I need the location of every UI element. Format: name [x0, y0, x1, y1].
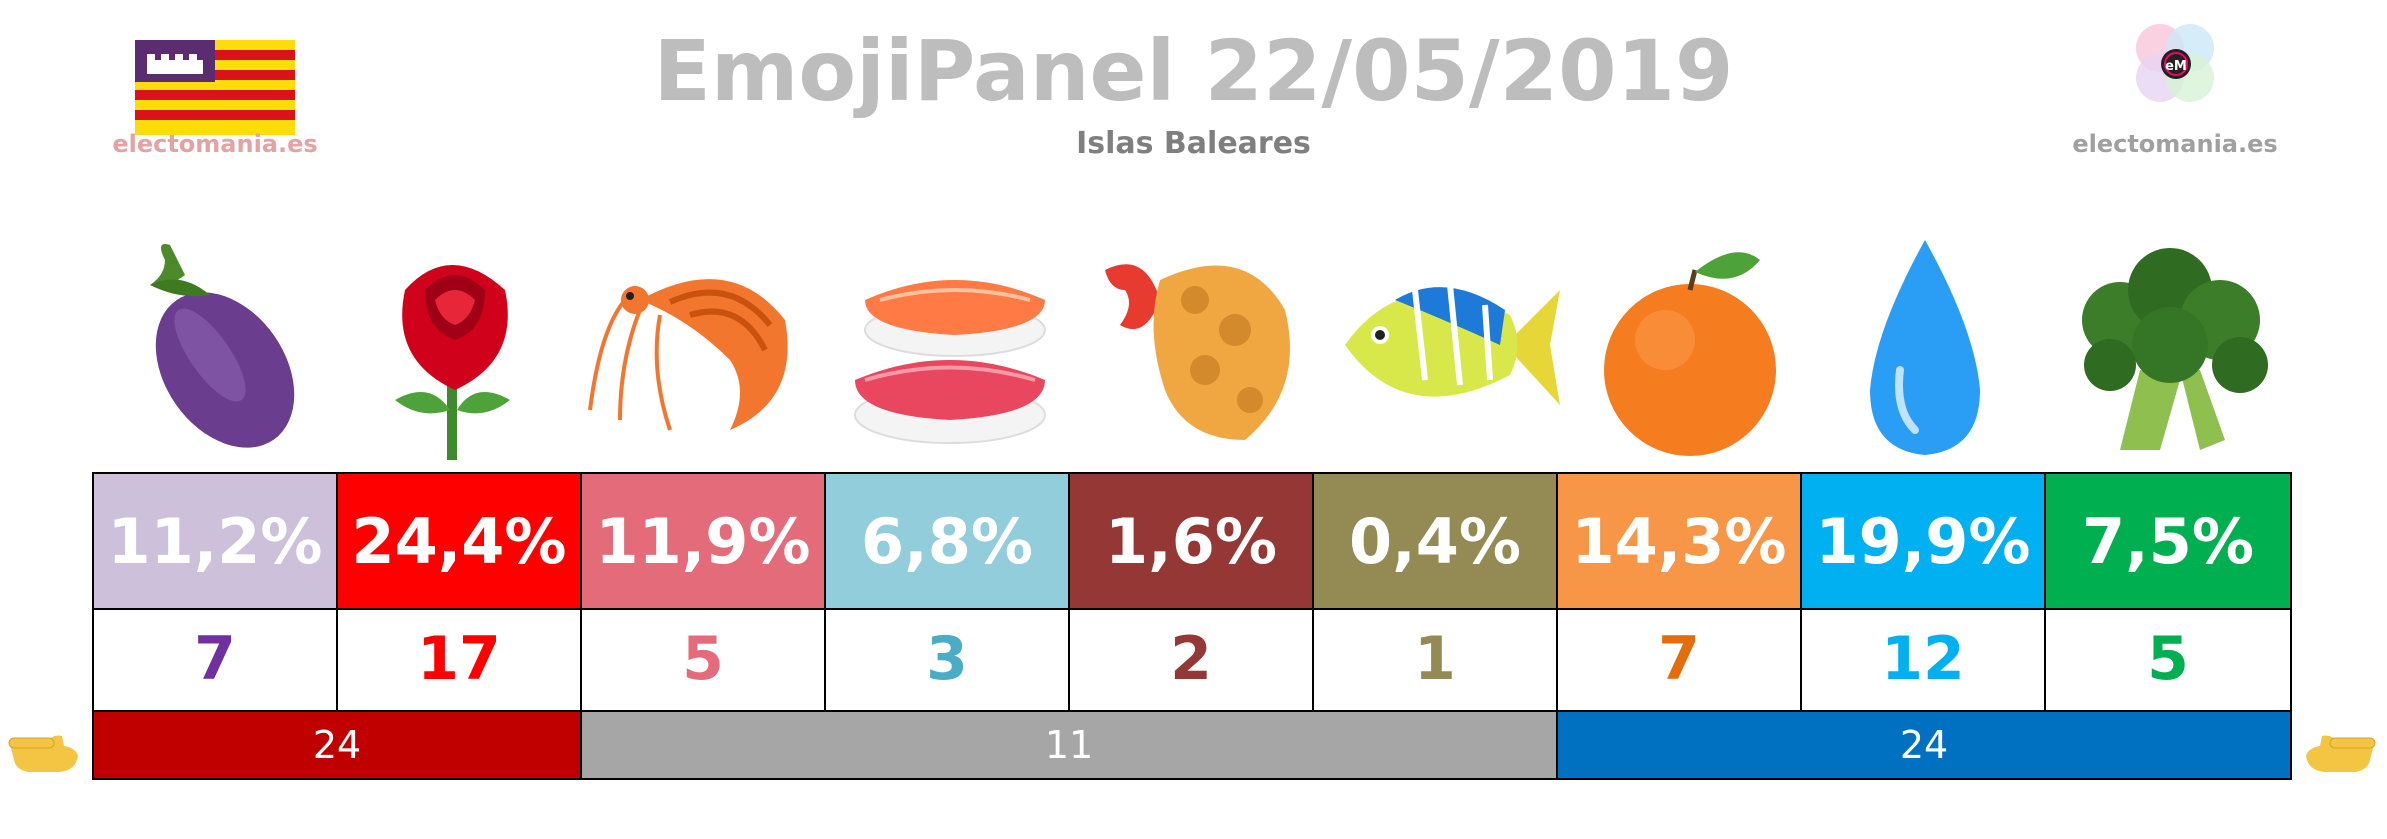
seats-cell-droplet: 12 — [1802, 608, 2046, 710]
balearic-flag-icon — [135, 40, 295, 135]
seats-row: 7 17 5 3 2 1 7 12 5 — [92, 608, 2292, 712]
seats-cell-shrimp: 5 — [582, 608, 826, 710]
bloc-right-total: 24 — [1558, 712, 2290, 778]
pointing-left-hand-icon — [2306, 735, 2376, 772]
pct-cell-orange: 14,3% — [1558, 474, 1802, 608]
seats-cell-eggplant: 7 — [94, 608, 338, 710]
vote-share-row: 11,2% 24,4% 11,9% 6,8% 1,6% 0,4% 14,3% 1… — [92, 472, 2292, 610]
eggplant-icon — [150, 244, 295, 448]
page-subtitle: Islas Baleares — [1076, 126, 1311, 161]
seats-cell-sushi: 3 — [826, 608, 1070, 710]
seats-cell-broccoli: 5 — [2147, 624, 2189, 694]
pct-cell-eggplant: 11,2% — [94, 474, 338, 608]
brand-label-right: electomania.es — [2072, 130, 2278, 158]
rose-icon — [395, 265, 510, 460]
seats-cell-tropical-fish: 1 — [1314, 608, 1558, 710]
pct-cell-fried-shrimp: 1,6% — [1070, 474, 1314, 608]
shrimp-icon — [588, 279, 788, 431]
broccoli-icon — [2082, 248, 2268, 450]
pct-cell-tropical-fish: 0,4% — [1314, 474, 1558, 608]
seats-cell-orange: 7 — [1558, 608, 1802, 710]
page-title: EmojiPanel 22/05/2019 — [653, 22, 1734, 120]
droplet-icon — [1870, 240, 1980, 455]
pct-cell-droplet: 19,9% — [1802, 474, 2046, 608]
svg-text:eM: eM — [2165, 59, 2187, 74]
seats-cell-fried-shrimp: 2 — [1070, 608, 1314, 710]
tropical-fish-icon — [1345, 284, 1560, 405]
bloc-center-total: 11 — [582, 712, 1559, 778]
pct-cell-shrimp: 11,9% — [582, 474, 826, 608]
seats-cell-rose: 17 — [338, 608, 582, 710]
pct-cell-rose: 24,4% — [338, 474, 582, 608]
bloc-totals-row: 24 11 24 — [92, 712, 2292, 780]
electomania-logo-icon: eM — [2136, 24, 2214, 102]
orange-icon — [1604, 252, 1776, 456]
pct-cell-sushi: 6,8% — [826, 474, 1070, 608]
sushi-icon — [854, 280, 1046, 444]
fried-shrimp-icon — [1105, 264, 1290, 440]
brand-label-left: electomania.es — [112, 130, 318, 158]
bloc-left-total: 24 — [94, 712, 582, 778]
pointing-right-hand-icon — [8, 735, 78, 772]
pct-cell-broccoli: 7,5% — [2046, 474, 2290, 608]
